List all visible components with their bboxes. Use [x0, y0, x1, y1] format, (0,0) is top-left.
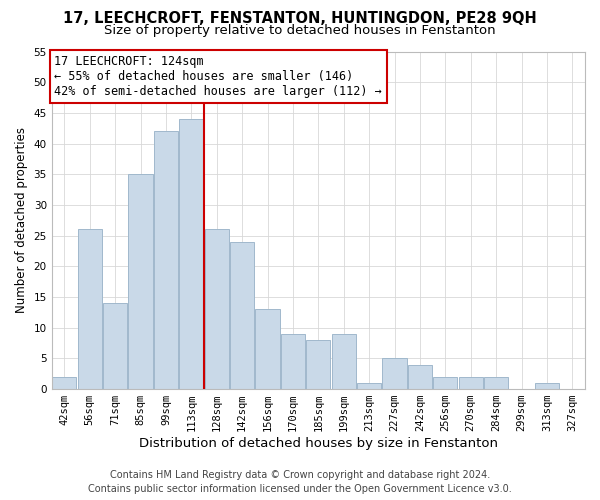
Bar — [128, 174, 152, 389]
Bar — [357, 383, 381, 389]
Bar — [179, 119, 203, 389]
Text: Contains HM Land Registry data © Crown copyright and database right 2024.
Contai: Contains HM Land Registry data © Crown c… — [88, 470, 512, 494]
Bar — [77, 230, 102, 389]
Bar — [433, 377, 457, 389]
Text: 17 LEECHCROFT: 124sqm
← 55% of detached houses are smaller (146)
42% of semi-det: 17 LEECHCROFT: 124sqm ← 55% of detached … — [55, 55, 382, 98]
Bar — [332, 334, 356, 389]
Bar — [458, 377, 483, 389]
Y-axis label: Number of detached properties: Number of detached properties — [15, 128, 28, 314]
Bar — [408, 364, 432, 389]
Bar — [103, 303, 127, 389]
Bar — [535, 383, 559, 389]
Bar — [484, 377, 508, 389]
Bar — [306, 340, 331, 389]
Bar — [52, 377, 76, 389]
Bar — [154, 132, 178, 389]
X-axis label: Distribution of detached houses by size in Fenstanton: Distribution of detached houses by size … — [139, 437, 498, 450]
Text: Size of property relative to detached houses in Fenstanton: Size of property relative to detached ho… — [104, 24, 496, 37]
Bar — [230, 242, 254, 389]
Bar — [382, 358, 407, 389]
Bar — [205, 230, 229, 389]
Text: 17, LEECHCROFT, FENSTANTON, HUNTINGDON, PE28 9QH: 17, LEECHCROFT, FENSTANTON, HUNTINGDON, … — [63, 11, 537, 26]
Bar — [256, 310, 280, 389]
Bar — [281, 334, 305, 389]
